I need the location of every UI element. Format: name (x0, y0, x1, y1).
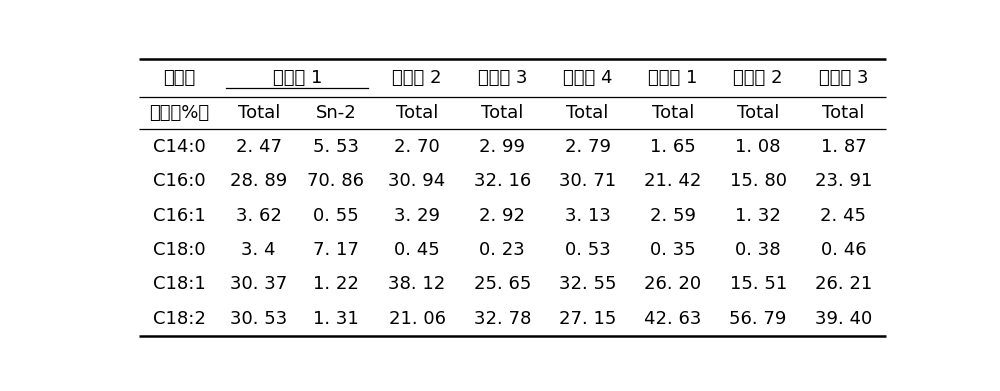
Text: Total: Total (652, 104, 694, 122)
Text: C18:1: C18:1 (153, 275, 206, 293)
Text: 15. 51: 15. 51 (730, 275, 787, 293)
Text: 组成（%）: 组成（%） (149, 104, 210, 122)
Text: Total: Total (396, 104, 438, 122)
Text: 28. 89: 28. 89 (230, 172, 287, 190)
Text: 3. 13: 3. 13 (565, 206, 611, 224)
Text: 实施例 2: 实施例 2 (392, 69, 442, 87)
Text: 对比例 3: 对比例 3 (819, 69, 868, 87)
Text: 2. 79: 2. 79 (565, 138, 611, 156)
Text: 15. 80: 15. 80 (730, 172, 787, 190)
Text: 3. 29: 3. 29 (394, 206, 440, 224)
Text: 脂肪酸: 脂肪酸 (163, 69, 196, 87)
Text: 26. 21: 26. 21 (815, 275, 872, 293)
Text: Sn-2: Sn-2 (316, 104, 356, 122)
Text: 56. 79: 56. 79 (729, 310, 787, 328)
Text: 0. 23: 0. 23 (479, 241, 525, 259)
Text: 39. 40: 39. 40 (815, 310, 872, 328)
Text: 0. 38: 0. 38 (735, 241, 781, 259)
Text: 3. 4: 3. 4 (241, 241, 276, 259)
Text: 1. 32: 1. 32 (735, 206, 781, 224)
Text: 对比例 2: 对比例 2 (733, 69, 783, 87)
Text: Total: Total (822, 104, 865, 122)
Text: 30. 71: 30. 71 (559, 172, 616, 190)
Text: 0. 55: 0. 55 (313, 206, 359, 224)
Text: 26. 20: 26. 20 (644, 275, 701, 293)
Text: 1. 31: 1. 31 (313, 310, 359, 328)
Text: 实施例 3: 实施例 3 (478, 69, 527, 87)
Text: 0. 46: 0. 46 (821, 241, 866, 259)
Text: 21. 06: 21. 06 (389, 310, 446, 328)
Text: C18:0: C18:0 (153, 241, 206, 259)
Text: 25. 65: 25. 65 (474, 275, 531, 293)
Text: 7. 17: 7. 17 (313, 241, 359, 259)
Text: 30. 94: 30. 94 (388, 172, 446, 190)
Text: 42. 63: 42. 63 (644, 310, 702, 328)
Text: 3. 62: 3. 62 (236, 206, 282, 224)
Text: 1. 87: 1. 87 (821, 138, 866, 156)
Text: C16:1: C16:1 (153, 206, 206, 224)
Text: 2. 45: 2. 45 (820, 206, 866, 224)
Text: Total: Total (737, 104, 779, 122)
Text: 70. 86: 70. 86 (307, 172, 364, 190)
Text: 0. 35: 0. 35 (650, 241, 696, 259)
Text: 1. 08: 1. 08 (735, 138, 781, 156)
Text: 2. 59: 2. 59 (650, 206, 696, 224)
Text: C16:0: C16:0 (153, 172, 206, 190)
Text: Total: Total (238, 104, 280, 122)
Text: 5. 53: 5. 53 (313, 138, 359, 156)
Text: C14:0: C14:0 (153, 138, 206, 156)
Text: 0. 53: 0. 53 (565, 241, 610, 259)
Text: 2. 99: 2. 99 (479, 138, 525, 156)
Text: 32. 16: 32. 16 (474, 172, 531, 190)
Text: 30. 53: 30. 53 (230, 310, 287, 328)
Text: C18:2: C18:2 (153, 310, 206, 328)
Text: 21. 42: 21. 42 (644, 172, 702, 190)
Text: 38. 12: 38. 12 (388, 275, 446, 293)
Text: 实施例 4: 实施例 4 (563, 69, 612, 87)
Text: 32. 78: 32. 78 (474, 310, 531, 328)
Text: 2. 70: 2. 70 (394, 138, 440, 156)
Text: 1. 65: 1. 65 (650, 138, 696, 156)
Text: Total: Total (481, 104, 524, 122)
Text: 对比例 1: 对比例 1 (648, 69, 698, 87)
Text: Total: Total (566, 104, 609, 122)
Text: 27. 15: 27. 15 (559, 310, 616, 328)
Text: 30. 37: 30. 37 (230, 275, 287, 293)
Text: 2. 92: 2. 92 (479, 206, 525, 224)
Text: 2. 47: 2. 47 (236, 138, 282, 156)
Text: 实施例 1: 实施例 1 (273, 69, 322, 87)
Text: 32. 55: 32. 55 (559, 275, 616, 293)
Text: 23. 91: 23. 91 (815, 172, 872, 190)
Text: 1. 22: 1. 22 (313, 275, 359, 293)
Text: 0. 45: 0. 45 (394, 241, 440, 259)
